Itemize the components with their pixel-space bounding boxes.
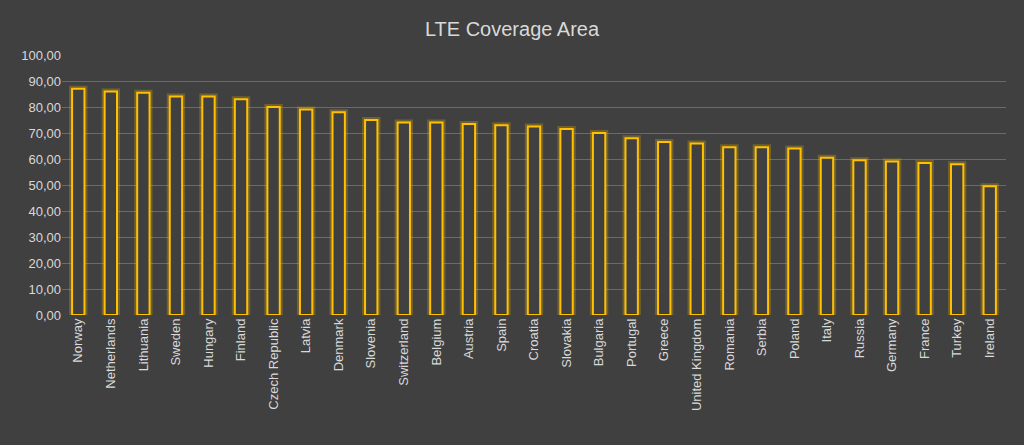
svg-text:Denmark: Denmark bbox=[331, 318, 346, 371]
svg-text:Belgium: Belgium bbox=[429, 319, 444, 366]
svg-text:Switzerland: Switzerland bbox=[396, 319, 411, 386]
svg-text:60,00: 60,00 bbox=[28, 152, 61, 167]
svg-text:90,00: 90,00 bbox=[28, 74, 61, 89]
svg-text:Bulgaria: Bulgaria bbox=[591, 318, 606, 366]
svg-text:Turkey: Turkey bbox=[949, 318, 964, 358]
svg-text:France: France bbox=[917, 319, 932, 359]
svg-text:Ireland: Ireland bbox=[982, 319, 997, 359]
svg-text:Sweden: Sweden bbox=[168, 319, 183, 366]
svg-text:Czech Republic: Czech Republic bbox=[266, 318, 281, 410]
svg-text:Austria: Austria bbox=[461, 318, 476, 359]
svg-text:10,00: 10,00 bbox=[28, 282, 61, 297]
svg-text:0,00: 0,00 bbox=[36, 308, 61, 323]
svg-text:Germany: Germany bbox=[884, 318, 899, 372]
svg-text:Spain: Spain bbox=[494, 319, 509, 352]
svg-text:Netherlands: Netherlands bbox=[103, 318, 118, 389]
svg-text:Hungary: Hungary bbox=[201, 318, 216, 368]
svg-text:70,00: 70,00 bbox=[28, 126, 61, 141]
svg-text:Slovenia: Slovenia bbox=[363, 318, 378, 369]
svg-text:Lithuania: Lithuania bbox=[136, 318, 151, 372]
svg-text:Italy: Italy bbox=[819, 318, 834, 342]
svg-text:30,00: 30,00 bbox=[28, 230, 61, 245]
svg-text:80,00: 80,00 bbox=[28, 100, 61, 115]
svg-text:40,00: 40,00 bbox=[28, 204, 61, 219]
svg-text:Slovakia: Slovakia bbox=[559, 318, 574, 368]
svg-text:Serbia: Serbia bbox=[754, 318, 769, 356]
svg-text:United Kingdom: United Kingdom bbox=[689, 319, 704, 412]
svg-text:LTE Coverage Area: LTE Coverage Area bbox=[425, 18, 600, 40]
svg-text:Greece: Greece bbox=[656, 319, 671, 362]
svg-text:Poland: Poland bbox=[787, 319, 802, 359]
svg-text:50,00: 50,00 bbox=[28, 178, 61, 193]
svg-text:100,00: 100,00 bbox=[21, 48, 61, 63]
svg-text:Portugal: Portugal bbox=[624, 318, 639, 367]
svg-text:Finland: Finland bbox=[233, 319, 248, 362]
svg-text:Latvia: Latvia bbox=[298, 318, 313, 353]
svg-text:Russia: Russia bbox=[852, 318, 867, 359]
svg-text:Norway: Norway bbox=[71, 318, 86, 363]
svg-text:Croatia: Croatia bbox=[526, 318, 541, 361]
svg-text:Romania: Romania bbox=[722, 318, 737, 371]
svg-text:20,00: 20,00 bbox=[28, 256, 61, 271]
